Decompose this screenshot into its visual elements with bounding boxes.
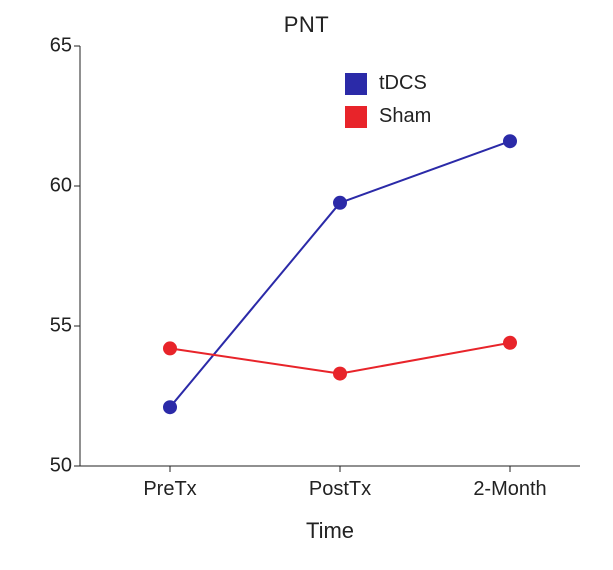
series-point-tdcs [333, 196, 347, 210]
y-tick-label: 65 [50, 35, 72, 58]
legend-item: tDCS [345, 72, 431, 95]
series-point-tdcs [163, 400, 177, 414]
y-tick-label: 55 [50, 315, 72, 338]
legend-swatch [345, 73, 367, 95]
chart-title: PNT [0, 12, 613, 38]
x-tick-label: PreTx [143, 478, 196, 501]
series-point-sham [333, 367, 347, 381]
chart-root: PNT 50556065PreTxPostTx2-Month tDCSSham … [0, 0, 613, 570]
x-tick-label: 2-Month [473, 478, 546, 501]
series-point-sham [503, 336, 517, 350]
x-axis-title: Time [306, 518, 354, 544]
legend-swatch [345, 106, 367, 128]
y-tick-label: 50 [50, 455, 72, 478]
legend-label: Sham [379, 105, 431, 128]
series-point-sham [163, 341, 177, 355]
x-tick-label: PostTx [309, 478, 371, 501]
series-point-tdcs [503, 134, 517, 148]
legend-item: Sham [345, 105, 431, 128]
legend-label: tDCS [379, 72, 427, 95]
legend: tDCS Sham [345, 72, 431, 138]
plot-svg [80, 46, 580, 466]
plot-area: 50556065PreTxPostTx2-Month [80, 46, 580, 466]
y-tick-label: 60 [50, 175, 72, 198]
